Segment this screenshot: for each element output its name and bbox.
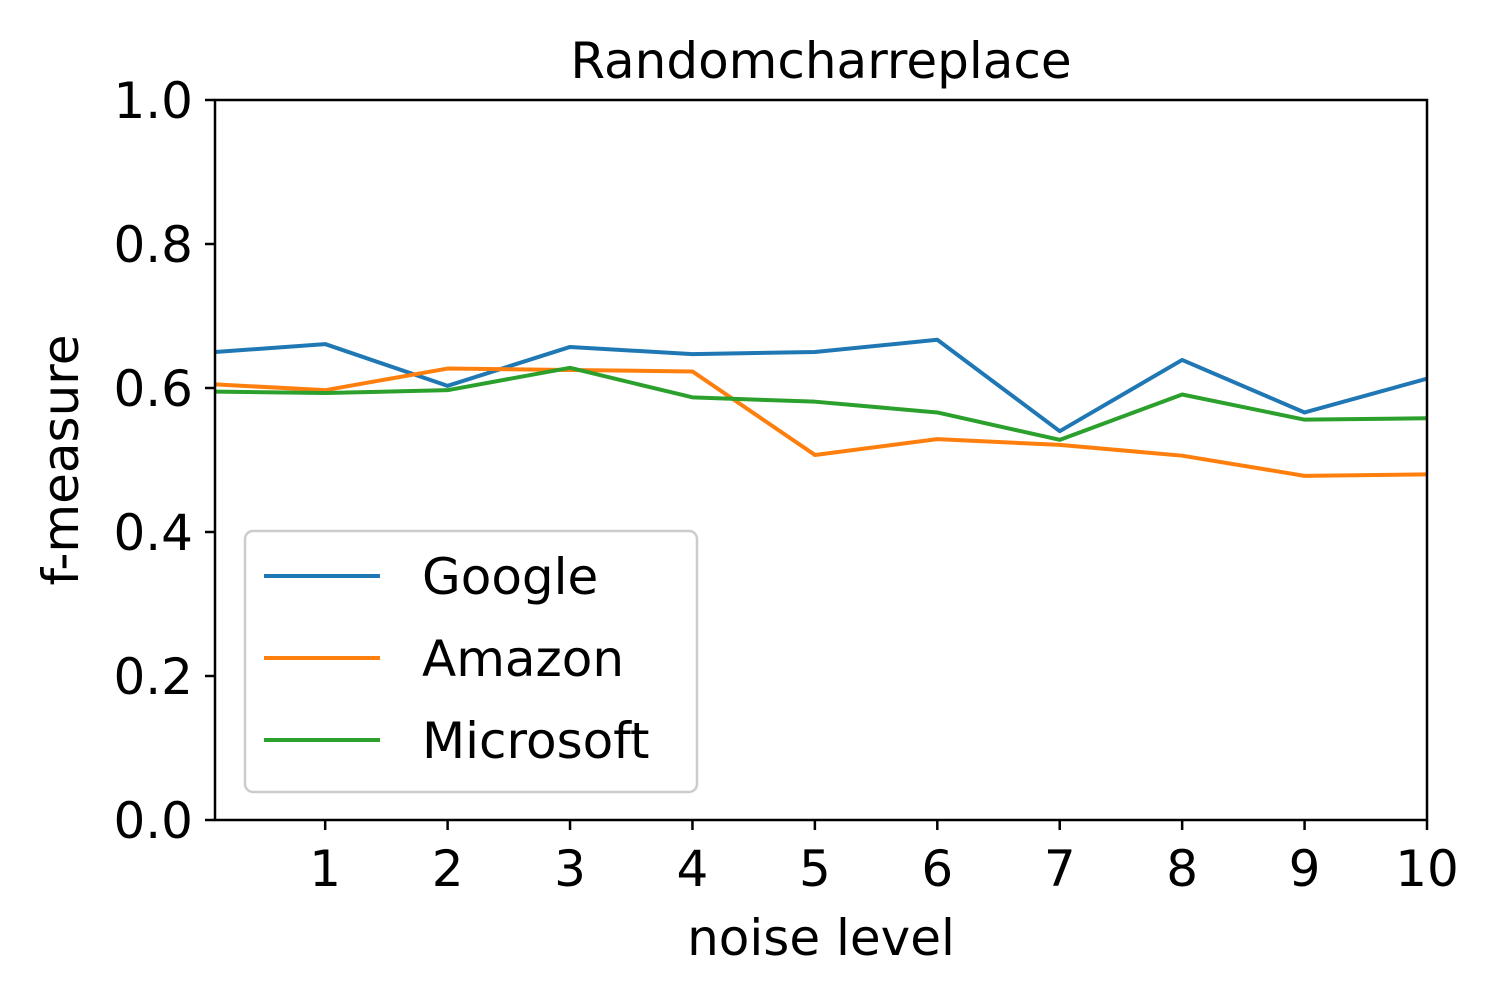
x-tick-label: 5 <box>799 840 831 898</box>
x-tick-label: 10 <box>1395 840 1459 898</box>
x-tick-label: 8 <box>1166 840 1198 898</box>
x-axis: 1 2 3 4 5 6 7 8 9 10 <box>309 820 1459 898</box>
x-tick-label: 9 <box>1289 840 1321 898</box>
plot-frame <box>213 98 1429 822</box>
series-line-microsoft <box>215 365 1427 442</box>
x-tick-label: 7 <box>1044 840 1076 898</box>
legend: Google Amazon Microsoft <box>243 529 699 794</box>
x-tick-label: 1 <box>309 840 341 898</box>
y-tick-label: 0.6 <box>113 360 193 418</box>
x-tick-label: 6 <box>921 840 953 898</box>
series-line-amazon <box>215 366 1427 478</box>
chart-title: Randomcharreplace <box>570 32 1071 90</box>
y-tick-label: 0.8 <box>113 216 193 274</box>
x-tick-label: 4 <box>677 840 709 898</box>
x-axis-label: noise level <box>687 909 955 967</box>
legend-frame <box>243 529 699 794</box>
y-tick-label: 0.4 <box>113 504 193 562</box>
series-layer <box>215 337 1427 478</box>
legend-label-microsoft: Microsoft <box>422 712 650 770</box>
x-tick-label: 3 <box>554 840 586 898</box>
x-tick-label: 2 <box>432 840 464 898</box>
legend-label-amazon: Amazon <box>422 630 624 688</box>
y-tick-label: 0.0 <box>113 792 193 850</box>
y-tick-label: 1.0 <box>113 72 193 130</box>
y-tick-label: 0.2 <box>113 648 193 706</box>
y-axis-label: f-measure <box>32 335 90 586</box>
y-axis: 0.0 0.2 0.4 0.6 0.8 1.0 <box>113 72 215 850</box>
series-line-google <box>215 337 1427 434</box>
legend-label-google: Google <box>422 548 598 606</box>
